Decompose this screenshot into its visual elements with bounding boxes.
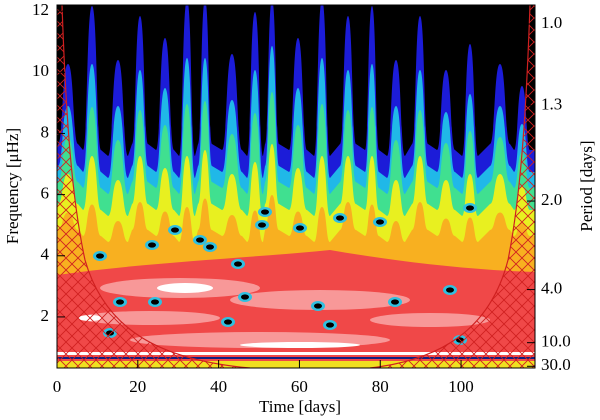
- power-contour: [240, 342, 360, 348]
- power-field: [57, 5, 535, 368]
- power-contour: [96, 253, 104, 259]
- power-contour: [296, 225, 304, 231]
- y2-tick-label: 30.0: [541, 355, 571, 374]
- y-axis-label: Frequency [μHz]: [3, 128, 22, 244]
- power-contour: [241, 294, 249, 300]
- x-tick-label: 80: [372, 377, 389, 396]
- power-contour: [370, 313, 490, 327]
- x-tick-label: 20: [129, 377, 146, 396]
- y-tick-label: 2: [41, 306, 50, 325]
- power-contour: [196, 237, 204, 243]
- cone-of-influence: [57, 5, 535, 368]
- y2-tick-label: 1.3: [541, 95, 562, 114]
- power-contour: [151, 299, 159, 305]
- power-contour: [376, 219, 384, 225]
- y-tick-label: 4: [41, 245, 50, 264]
- y2-tick-label: 2.0: [541, 190, 562, 209]
- power-contour: [234, 261, 242, 267]
- x-tick-label: 40: [210, 377, 227, 396]
- y2-tick-label: 10.0: [541, 332, 571, 351]
- power-contour: [391, 299, 399, 305]
- y-tick-label: 8: [41, 122, 50, 141]
- y2-tick-label: 4.0: [541, 278, 562, 297]
- x-tick-label: 0: [53, 377, 62, 396]
- y2-tick-label: 1.0: [541, 13, 562, 32]
- power-contour: [314, 303, 322, 309]
- y-tick-label: 10: [32, 61, 49, 80]
- x-tick-label: 60: [291, 377, 308, 396]
- power-contour: [261, 209, 269, 215]
- power-contour: [57, 352, 535, 355]
- power-contour: [57, 361, 535, 368]
- power-contour: [326, 322, 334, 328]
- power-contour: [466, 205, 474, 211]
- power-contour: [57, 357, 535, 359]
- power-contour: [230, 290, 410, 310]
- power-contour: [258, 222, 266, 228]
- power-contour: [446, 287, 454, 293]
- x-axis-label: Time [days]: [259, 397, 341, 416]
- power-contour: [336, 215, 344, 221]
- power-contour: [171, 227, 179, 233]
- power-contour: [157, 283, 213, 293]
- power-contour: [148, 242, 156, 248]
- y2-axis-label: Period [days]: [577, 140, 596, 231]
- power-contour: [206, 244, 214, 250]
- power-contour: [116, 299, 124, 305]
- power-contour: [224, 319, 232, 325]
- y-tick-label: 6: [41, 184, 50, 203]
- plot-frame: [56, 4, 536, 369]
- y-tick-label: 12: [32, 0, 49, 19]
- x-tick-label: 100: [448, 377, 474, 396]
